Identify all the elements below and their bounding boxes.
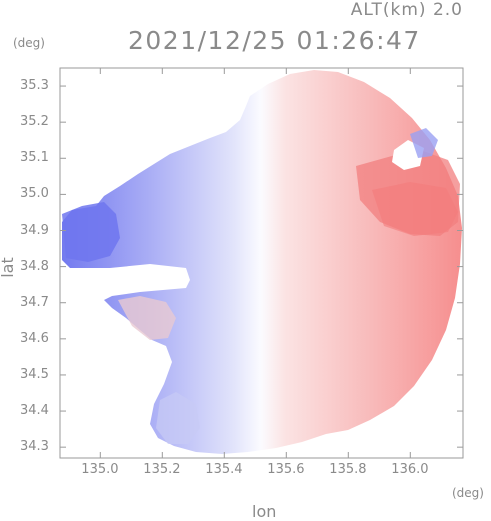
y-axis-title: lat — [0, 257, 17, 278]
y-tick-label: 34.9 — [20, 222, 49, 238]
x-tick-label: 135.6 — [267, 462, 305, 477]
echo-patch-blue-ne — [410, 128, 438, 158]
echo-patch-core-red — [372, 182, 458, 236]
y-tick-label: 35.1 — [20, 150, 49, 166]
x-tick-label: 136.0 — [391, 462, 429, 477]
y-tick-label: 34.3 — [20, 439, 49, 455]
x-axis-title: lon — [252, 502, 277, 521]
plot-frame — [59, 67, 464, 459]
y-tick-label: 34.8 — [20, 258, 49, 274]
echo-coverage — [62, 70, 462, 454]
y-tick-label: 34.6 — [20, 330, 49, 346]
y-tick-label: 35.0 — [20, 186, 49, 202]
echo-patch-south — [156, 392, 200, 444]
echo-patch-west — [62, 202, 120, 262]
y-tick-label: 35.3 — [20, 78, 49, 94]
x-tick-label: 135.4 — [205, 462, 243, 477]
altitude-label: ALT(km) 2.0 — [350, 0, 463, 20]
scan-datetime: 2021/12/25 01:26:47 — [128, 26, 421, 55]
radar-echo-field — [62, 70, 462, 454]
y-tick-label: 34.5 — [20, 366, 49, 382]
x-tick-label: 135.0 — [81, 462, 119, 477]
y-tick-label: 34.4 — [20, 403, 49, 419]
y-axis-unit: (deg) — [13, 36, 45, 50]
x-axis-unit: (deg) — [452, 486, 484, 500]
echo-patch-southwest — [118, 296, 176, 340]
x-tick-label: 135.2 — [143, 462, 181, 477]
y-tick-label: 35.2 — [20, 114, 49, 130]
y-tick-label: 34.7 — [20, 294, 49, 310]
x-tick-label: 135.8 — [329, 462, 367, 477]
axis-ticks — [60, 68, 463, 458]
